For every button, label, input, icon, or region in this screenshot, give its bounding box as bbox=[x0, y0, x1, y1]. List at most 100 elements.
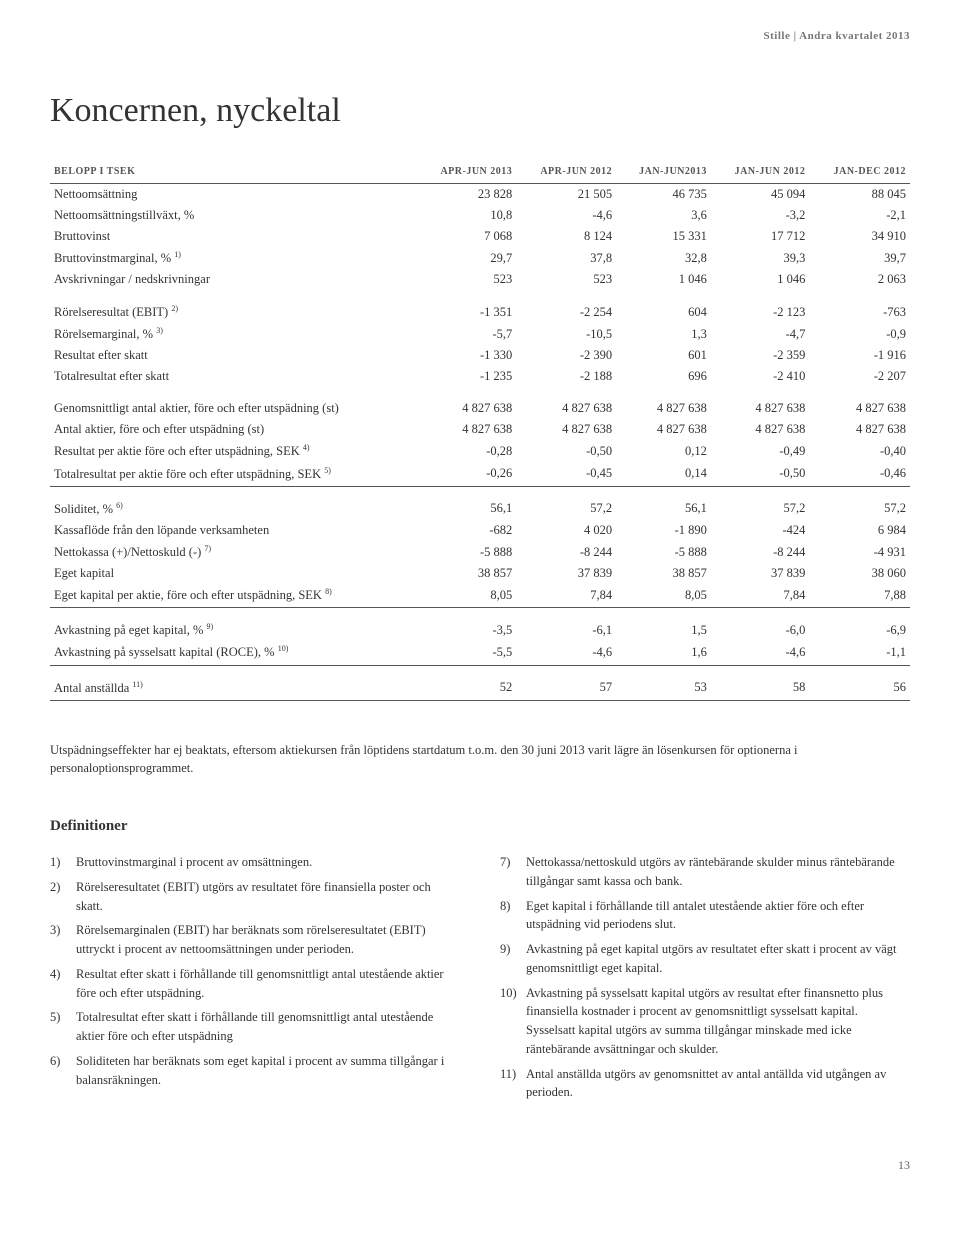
table-cell: -0,46 bbox=[809, 463, 910, 487]
table-cell: 4 827 638 bbox=[711, 419, 809, 440]
table-cell: 4 827 638 bbox=[616, 387, 711, 419]
table-cell: -1 330 bbox=[416, 345, 516, 366]
definition-number: 5) bbox=[50, 1008, 76, 1046]
row-label: Nettoomsättning bbox=[50, 184, 416, 206]
row-label: Bruttovinstmarginal, % 1) bbox=[50, 247, 416, 269]
table-cell: -763 bbox=[809, 290, 910, 323]
table-cell: -6,9 bbox=[809, 608, 910, 642]
table-row: Avkastning på eget kapital, % 9)-3,5-6,1… bbox=[50, 608, 910, 642]
table-cell: 8,05 bbox=[616, 584, 711, 608]
table-cell: -5,5 bbox=[416, 641, 516, 665]
table-cell: 56,1 bbox=[416, 486, 516, 520]
row-label: Totalresultat efter skatt bbox=[50, 366, 416, 387]
table-cell: 604 bbox=[616, 290, 711, 323]
row-label: Eget kapital bbox=[50, 563, 416, 584]
definition-item: 6)Soliditeten har beräknats som eget kap… bbox=[50, 1052, 460, 1090]
table-cell: 32,8 bbox=[616, 247, 711, 269]
table-cell: 696 bbox=[616, 366, 711, 387]
table-cell: 4 020 bbox=[516, 520, 616, 541]
table-cell: -0,9 bbox=[809, 323, 910, 345]
table-cell: -2 359 bbox=[711, 345, 809, 366]
page-number: 13 bbox=[50, 1158, 910, 1173]
table-cell: -4,6 bbox=[516, 205, 616, 226]
table-cell: -1 890 bbox=[616, 520, 711, 541]
table-row: Avskrivningar / nedskrivningar5235231 04… bbox=[50, 269, 910, 290]
table-cell: 57,2 bbox=[516, 486, 616, 520]
table-cell: -2 390 bbox=[516, 345, 616, 366]
table-cell: 4 827 638 bbox=[809, 419, 910, 440]
definition-text: Avkastning på eget kapital utgörs av res… bbox=[526, 940, 910, 978]
row-label: Avkastning på sysselsatt kapital (ROCE),… bbox=[50, 641, 416, 665]
definition-item: 4)Resultat efter skatt i förhållande til… bbox=[50, 965, 460, 1003]
table-cell: -0,40 bbox=[809, 440, 910, 462]
table-cell: 15 331 bbox=[616, 226, 711, 247]
row-label: Resultat per aktie före och efter utspäd… bbox=[50, 440, 416, 462]
table-row: Rörelsemarginal, % 3)-5,7-10,51,3-4,7-0,… bbox=[50, 323, 910, 345]
key-figures-table: BELOPP I TSEKAPR-JUN 2013APR-JUN 2012JAN… bbox=[50, 160, 910, 701]
definition-number: 6) bbox=[50, 1052, 76, 1090]
table-cell: 1,6 bbox=[616, 641, 711, 665]
table-cell: -1 916 bbox=[809, 345, 910, 366]
definition-text: Eget kapital i förhållande till antalet … bbox=[526, 897, 910, 935]
definition-number: 9) bbox=[500, 940, 526, 978]
definition-text: Rörelsemarginalen (EBIT) har beräknats s… bbox=[76, 921, 460, 959]
table-cell: -0,49 bbox=[711, 440, 809, 462]
table-cell: -1 235 bbox=[416, 366, 516, 387]
table-cell: 23 828 bbox=[416, 184, 516, 206]
table-cell: 4 827 638 bbox=[516, 419, 616, 440]
table-cell: 17 712 bbox=[711, 226, 809, 247]
table-row: Resultat per aktie före och efter utspäd… bbox=[50, 440, 910, 462]
table-cell: -8 244 bbox=[711, 541, 809, 563]
dilution-note: Utspädningseffekter har ej beaktats, eft… bbox=[50, 741, 910, 779]
table-cell: 0,14 bbox=[616, 463, 711, 487]
definition-text: Nettokassa/nettoskuld utgörs av räntebär… bbox=[526, 853, 910, 891]
table-row: Soliditet, % 6)56,157,256,157,257,2 bbox=[50, 486, 910, 520]
table-cell: 57 bbox=[516, 665, 616, 700]
table-row: Nettokassa (+)/Nettoskuld (-) 7)-5 888-8… bbox=[50, 541, 910, 563]
table-cell: -2 410 bbox=[711, 366, 809, 387]
table-row: Totalresultat efter skatt-1 235-2 188696… bbox=[50, 366, 910, 387]
column-header: APR-JUN 2012 bbox=[516, 160, 616, 184]
definition-number: 2) bbox=[50, 878, 76, 916]
table-cell: 57,2 bbox=[809, 486, 910, 520]
table-cell: -0,50 bbox=[711, 463, 809, 487]
column-header: JAN-JUN 2012 bbox=[711, 160, 809, 184]
table-cell: -2 123 bbox=[711, 290, 809, 323]
row-label: Rörelseresultat (EBIT) 2) bbox=[50, 290, 416, 323]
table-cell: 21 505 bbox=[516, 184, 616, 206]
definition-number: 3) bbox=[50, 921, 76, 959]
table-cell: 10,8 bbox=[416, 205, 516, 226]
table-cell: 37 839 bbox=[711, 563, 809, 584]
row-label: Antal anställda 11) bbox=[50, 665, 416, 700]
row-label: Genomsnittligt antal aktier, före och ef… bbox=[50, 387, 416, 419]
definitions-left-column: 1)Bruttovinstmarginal i procent av omsät… bbox=[50, 853, 460, 1108]
table-cell: -2 254 bbox=[516, 290, 616, 323]
table-cell: 56 bbox=[809, 665, 910, 700]
table-cell: 1,5 bbox=[616, 608, 711, 642]
definition-item: 5)Totalresultat efter skatt i förhålland… bbox=[50, 1008, 460, 1046]
table-cell: 38 060 bbox=[809, 563, 910, 584]
table-cell: 0,12 bbox=[616, 440, 711, 462]
table-cell: -5,7 bbox=[416, 323, 516, 345]
definition-text: Soliditeten har beräknats som eget kapit… bbox=[76, 1052, 460, 1090]
definition-item: 1)Bruttovinstmarginal i procent av omsät… bbox=[50, 853, 460, 872]
table-cell: 37 839 bbox=[516, 563, 616, 584]
table-cell: -0,26 bbox=[416, 463, 516, 487]
table-cell: 7,84 bbox=[516, 584, 616, 608]
definition-number: 10) bbox=[500, 984, 526, 1059]
row-label: Rörelsemarginal, % 3) bbox=[50, 323, 416, 345]
page-header: Stille | Andra kvartalet 2013 bbox=[50, 30, 910, 42]
table-cell: 34 910 bbox=[809, 226, 910, 247]
table-cell: -0,45 bbox=[516, 463, 616, 487]
table-cell: -3,5 bbox=[416, 608, 516, 642]
table-row: Eget kapital38 85737 83938 85737 83938 0… bbox=[50, 563, 910, 584]
definition-item: 3)Rörelsemarginalen (EBIT) har beräknats… bbox=[50, 921, 460, 959]
row-label: Nettoomsättningstillväxt, % bbox=[50, 205, 416, 226]
definition-number: 8) bbox=[500, 897, 526, 935]
table-row: Nettoomsättningstillväxt, %10,8-4,63,6-3… bbox=[50, 205, 910, 226]
table-cell: 8,05 bbox=[416, 584, 516, 608]
row-label: Avkastning på eget kapital, % 9) bbox=[50, 608, 416, 642]
row-label: Resultat efter skatt bbox=[50, 345, 416, 366]
table-cell: -4,6 bbox=[711, 641, 809, 665]
table-cell: 56,1 bbox=[616, 486, 711, 520]
